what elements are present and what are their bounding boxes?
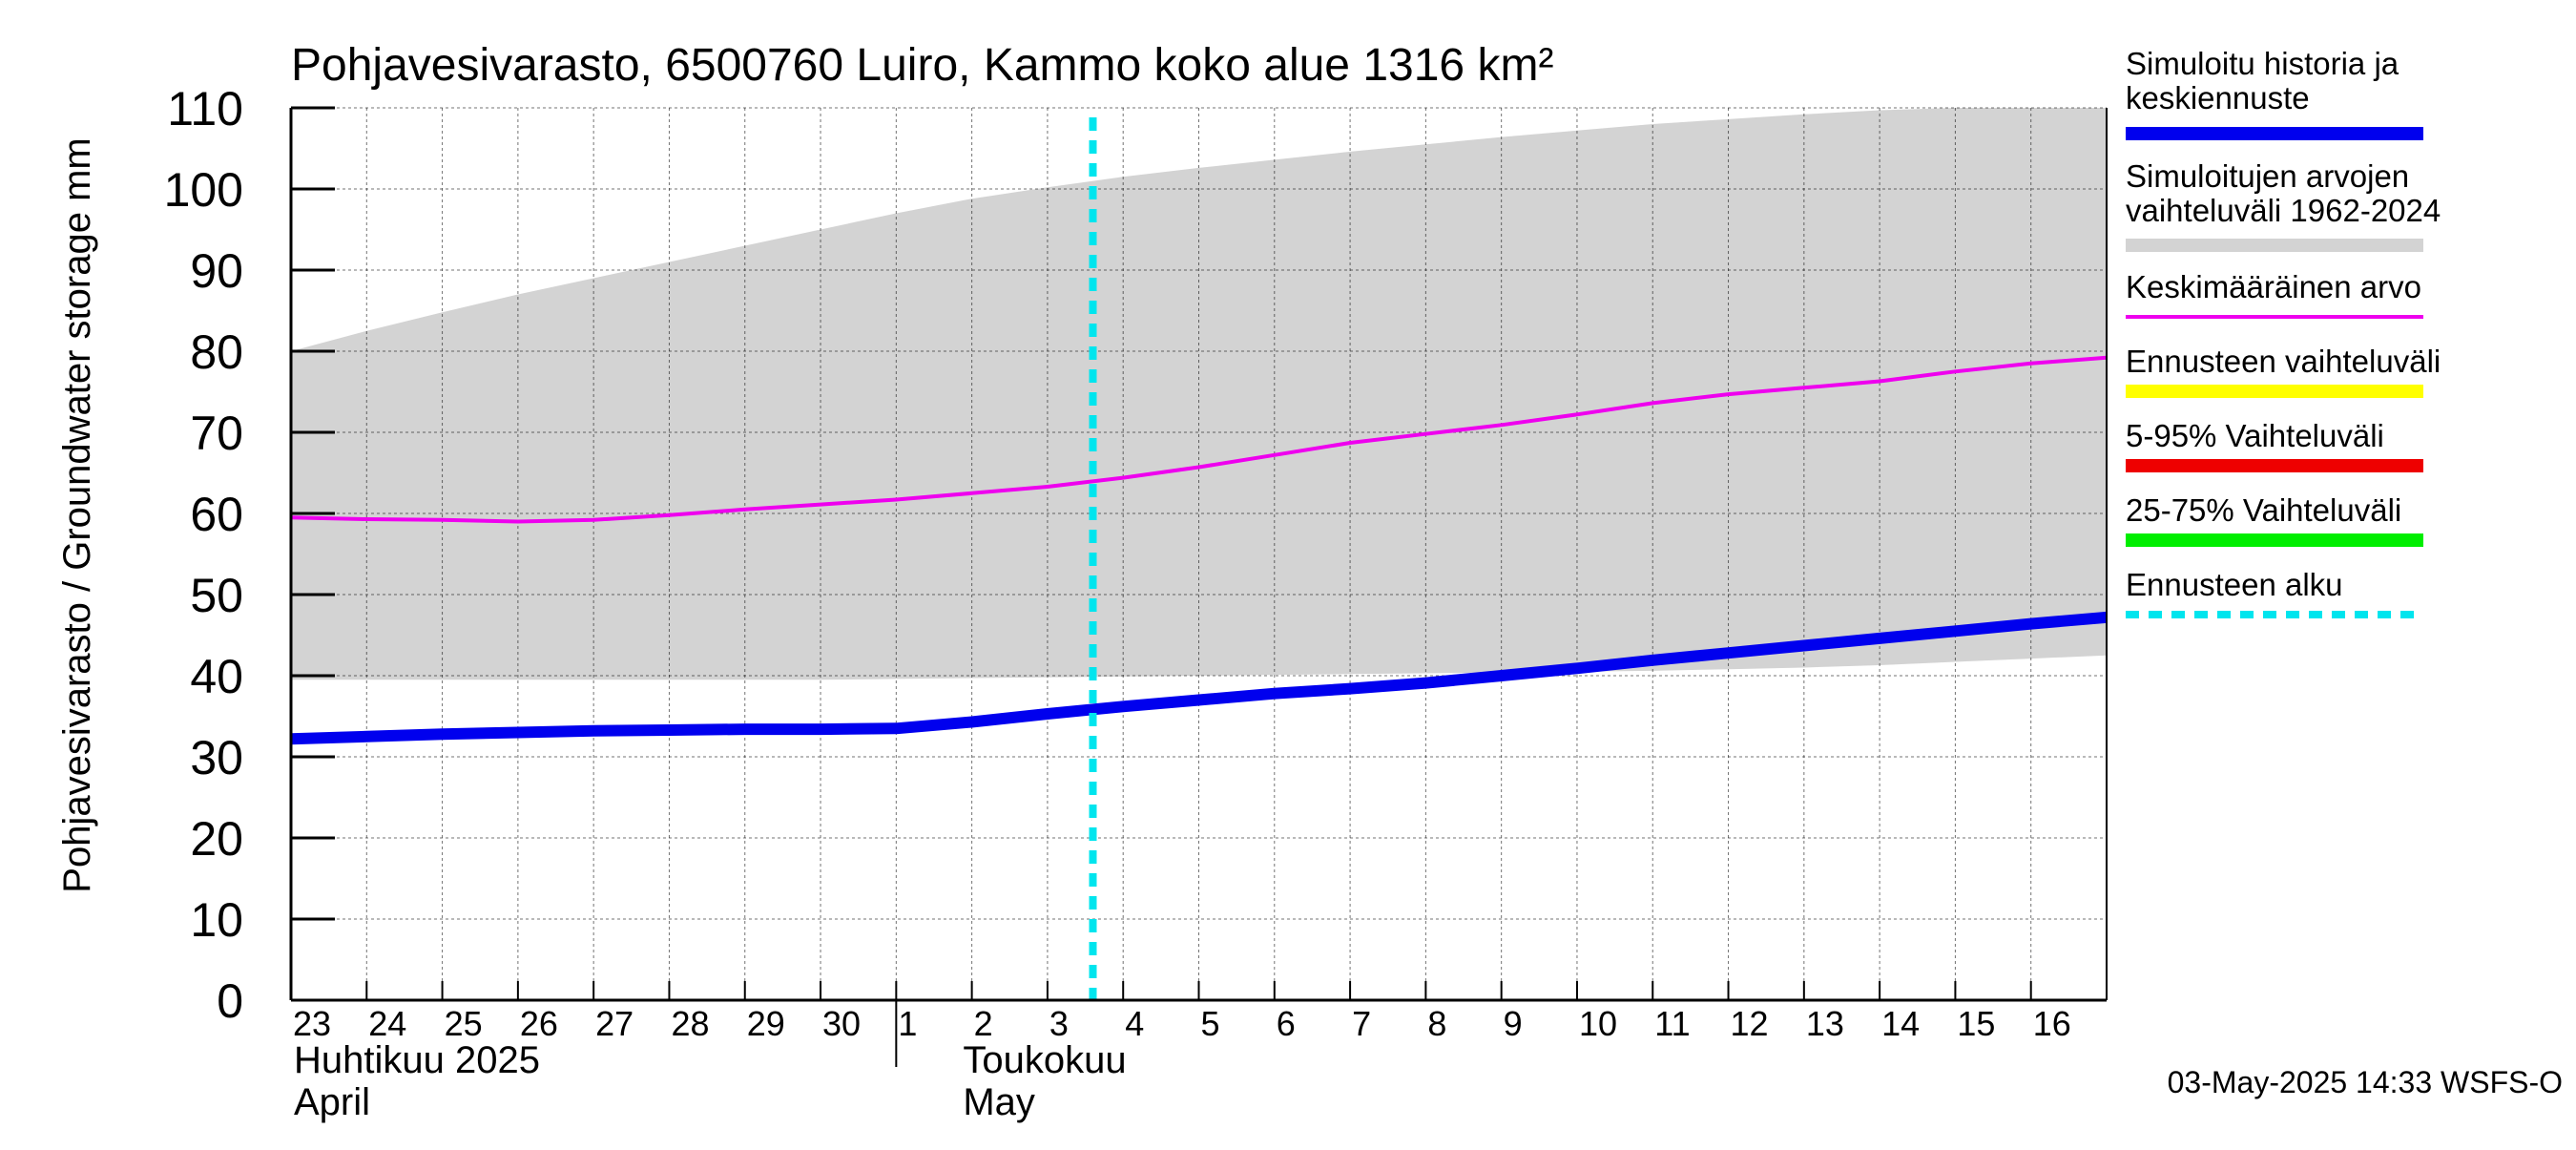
range-band-area <box>291 108 2107 680</box>
x-tick-label: 29 <box>747 1004 785 1043</box>
x-tick-label: 1 <box>898 1004 917 1043</box>
legend: Simuloitu historia ja keskiennusteSimuloi… <box>2126 46 2441 618</box>
legend-label-line: Ennusteen alku <box>2126 567 2343 602</box>
x-tick-label: 26 <box>520 1004 558 1043</box>
month-label-fi: Toukokuu <box>963 1039 1126 1081</box>
y-tick-label: 80 <box>190 325 243 379</box>
legend-label: Simuloitu historia ja keskiennuste <box>2126 46 2399 115</box>
x-tick-label: 27 <box>595 1004 634 1043</box>
x-tick-label: 12 <box>1731 1004 1769 1043</box>
x-tick-label: 10 <box>1579 1004 1617 1043</box>
y-tick-label: 50 <box>190 569 243 622</box>
y-tick-label: 110 <box>167 82 243 136</box>
legend-label-line: Simuloitujen arvojen <box>2126 158 2409 194</box>
y-tick-label: 70 <box>190 407 243 460</box>
x-tick-label: 25 <box>445 1004 483 1043</box>
y-tick-label: 20 <box>190 812 243 866</box>
footer-timestamp: 03-May-2025 14:33 WSFS-O <box>2168 1065 2563 1099</box>
legend-label: Ennusteen vaihteluväli <box>2126 344 2441 379</box>
x-tick-label: 3 <box>1049 1004 1069 1043</box>
axes-layer <box>289 106 2108 1067</box>
y-tick-label: 30 <box>190 731 243 784</box>
x-tick-label: 30 <box>822 1004 861 1043</box>
x-tick-label: 24 <box>368 1004 406 1043</box>
x-tick-label: 23 <box>293 1004 331 1043</box>
month-label-en: April <box>294 1081 370 1123</box>
legend-label-line: 5-95% Vaihteluväli <box>2126 418 2384 453</box>
month-label-en: May <box>963 1081 1035 1123</box>
legend-label-line: vaihteluväli 1962-2024 <box>2126 193 2441 228</box>
series-line-simulated <box>291 611 2107 745</box>
legend-label-line: keskiennuste <box>2126 80 2310 115</box>
legend-label: Ennusteen alku <box>2126 567 2343 602</box>
x-tick-label: 5 <box>1201 1004 1220 1043</box>
x-tick-label: 9 <box>1504 1004 1523 1043</box>
x-tick-label: 4 <box>1125 1004 1144 1043</box>
legend-label-line: Keskimääräinen arvo <box>2126 269 2421 304</box>
x-tick-label: 7 <box>1352 1004 1371 1043</box>
y-tick-label: 0 <box>217 974 243 1028</box>
x-tick-label: 11 <box>1654 1004 1690 1043</box>
month-label-fi: Huhtikuu 2025 <box>294 1039 540 1081</box>
legend-label-line: Ennusteen vaihteluväli <box>2126 344 2441 379</box>
x-tick-label: 13 <box>1806 1004 1844 1043</box>
series-layer <box>291 117 2107 1000</box>
y-tick-label: 100 <box>164 163 243 217</box>
x-tick-label: 15 <box>1957 1004 1995 1043</box>
chart-title: Pohjavesivarasto, 6500760 Luiro, Kammo k… <box>291 40 1553 91</box>
x-tick-label: 14 <box>1881 1004 1920 1043</box>
legend-label-line: 25-75% Vaihteluväli <box>2126 492 2401 528</box>
x-tick-label: 6 <box>1277 1004 1296 1043</box>
x-tick-label: 2 <box>974 1004 993 1043</box>
legend-label-line: Simuloitu historia ja <box>2126 46 2399 81</box>
legend-label: Keskimääräinen arvo <box>2126 269 2421 304</box>
grid-layer <box>291 107 2107 1000</box>
legend-label: 25-75% Vaihteluväli <box>2126 492 2401 528</box>
y-tick-label: 90 <box>190 244 243 298</box>
x-tick-label: 8 <box>1427 1004 1446 1043</box>
y-axis-label: Pohjavesivarasto / Groundwater storage m… <box>56 137 98 892</box>
legend-label: Simuloitujen arvojen vaihteluväli 1962-20… <box>2126 158 2441 228</box>
range-band-layer <box>291 108 2107 680</box>
series-line-mean <box>291 355 2107 524</box>
y-tick-label: 40 <box>190 650 243 703</box>
y-tick-label: 10 <box>190 893 243 947</box>
y-tick-label: 60 <box>190 488 243 541</box>
x-tick-label: 28 <box>671 1004 709 1043</box>
x-tick-label: 16 <box>2033 1004 2071 1043</box>
legend-label: 5-95% Vaihteluväli <box>2126 418 2384 453</box>
